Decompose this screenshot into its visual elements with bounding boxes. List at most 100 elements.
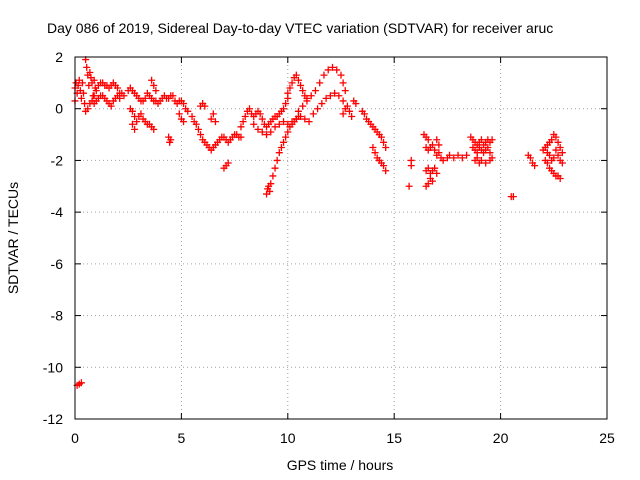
data-point <box>297 81 305 89</box>
data-point <box>320 71 328 79</box>
data-point <box>314 105 322 113</box>
data-point <box>292 71 300 79</box>
data-point <box>224 159 232 167</box>
data-point <box>429 141 437 149</box>
data-point <box>299 87 307 95</box>
y-tick-label: -2 <box>51 152 64 168</box>
data-point <box>86 69 94 77</box>
data-point <box>192 120 200 128</box>
y-tick-label: 2 <box>55 49 63 65</box>
data-point <box>348 112 356 120</box>
y-tick-label: -10 <box>43 359 63 375</box>
y-axis-label: SDTVAR / TECUs <box>5 182 21 294</box>
x-tick-label: 0 <box>71 430 79 446</box>
data-point <box>299 102 307 110</box>
data-point <box>169 92 177 100</box>
data-point <box>435 149 443 157</box>
plot-frame <box>74 56 608 420</box>
data-point <box>245 105 253 113</box>
data-point <box>294 76 302 84</box>
data-point <box>92 87 100 95</box>
data-point <box>271 123 279 131</box>
data-point <box>431 146 439 154</box>
data-point <box>307 92 315 100</box>
x-tick-label: 5 <box>178 430 186 446</box>
y-tick-label: -12 <box>43 411 63 427</box>
y-tick-label: -8 <box>51 308 64 324</box>
data-point <box>543 159 551 167</box>
data-point <box>107 102 115 110</box>
data-point <box>424 136 432 144</box>
data-point <box>77 94 85 102</box>
data-point <box>90 92 98 100</box>
data-point <box>277 144 285 151</box>
data-point <box>120 92 128 100</box>
data-point <box>454 151 462 159</box>
data-point <box>339 110 347 118</box>
data-point <box>558 159 566 167</box>
data-point <box>548 136 556 144</box>
data-point <box>324 66 332 74</box>
data-point <box>341 105 349 113</box>
data-point <box>339 79 347 87</box>
y-tick-label: -4 <box>51 204 64 220</box>
data-point <box>197 131 205 139</box>
data-point <box>473 154 481 162</box>
data-point <box>207 115 215 123</box>
data-point <box>184 107 192 115</box>
data-point <box>526 154 534 162</box>
data-point <box>280 105 288 113</box>
data-point <box>305 118 313 126</box>
data-point <box>558 149 566 157</box>
data-point <box>331 89 339 97</box>
data-point <box>433 136 441 144</box>
data-point <box>294 107 302 115</box>
data-point <box>431 164 439 172</box>
data-point <box>180 118 188 126</box>
chart-title: Day 086 of 2019, Sidereal Day-to-day VTE… <box>47 20 553 36</box>
data-point <box>488 154 496 162</box>
data-point <box>254 125 262 133</box>
data-point <box>371 149 379 157</box>
data-point <box>335 92 343 100</box>
data-point <box>429 177 437 185</box>
data-point <box>284 89 292 97</box>
data-point <box>266 187 274 195</box>
data-point <box>488 136 496 144</box>
data-point <box>311 87 319 95</box>
data-point <box>509 193 517 201</box>
data-point <box>275 149 283 157</box>
data-point <box>424 164 432 172</box>
data-point <box>128 120 136 128</box>
data-point <box>288 79 296 87</box>
data-point <box>556 144 564 151</box>
axis-ticks <box>74 56 608 420</box>
data-point <box>209 110 217 118</box>
data-point <box>133 118 141 126</box>
y-tick-label: 0 <box>55 101 63 117</box>
data-point <box>337 71 345 79</box>
data-point <box>188 112 196 120</box>
data-point <box>318 100 326 108</box>
data-point <box>482 159 490 167</box>
data-point <box>546 151 554 159</box>
data-point <box>552 133 560 141</box>
data-point <box>116 94 124 102</box>
data-point <box>382 167 390 175</box>
data-point <box>433 169 441 177</box>
data-point <box>303 97 311 105</box>
data-point <box>424 180 432 188</box>
data-point <box>282 133 290 141</box>
data-point <box>486 149 494 157</box>
data-point <box>316 79 324 87</box>
data-point <box>131 125 139 133</box>
data-point <box>352 100 360 108</box>
data-point <box>148 76 156 84</box>
y-tick-labels: -12 -10 -8 -6 -4 -2 0 2 <box>43 49 63 427</box>
data-point <box>167 136 175 144</box>
data-point <box>114 84 122 92</box>
x-axis-label: GPS time / hours <box>287 457 394 473</box>
data-point <box>326 92 334 100</box>
data-point <box>407 156 415 164</box>
data-point <box>360 110 368 118</box>
